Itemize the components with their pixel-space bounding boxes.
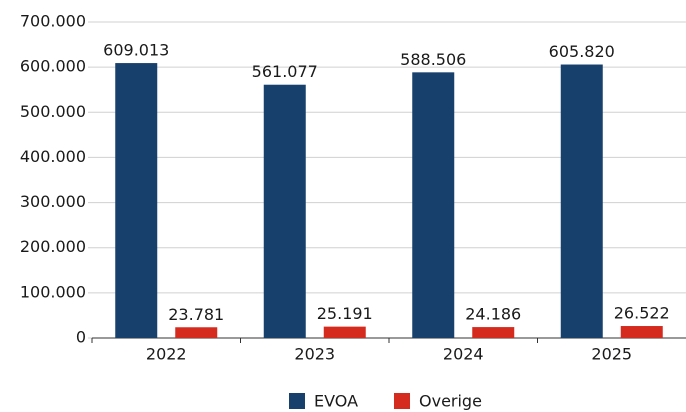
bar <box>323 326 366 338</box>
y-tick-label: 600.000 <box>20 57 86 76</box>
value-label: 561.077 <box>252 62 318 81</box>
legend-swatch <box>394 393 410 409</box>
legend-label: Overige <box>419 392 482 411</box>
bar <box>412 72 455 338</box>
bar <box>115 63 158 339</box>
legend-label: EVOA <box>314 392 358 411</box>
x-tick-label: 2022 <box>146 345 187 364</box>
y-tick-label: 500.000 <box>20 102 86 121</box>
y-tick-label: 400.000 <box>20 147 86 166</box>
y-tick-label: 0 <box>76 328 86 347</box>
bar <box>175 327 218 338</box>
value-label: 24.186 <box>465 305 521 324</box>
y-tick-label: 200.000 <box>20 237 86 256</box>
y-tick-label: 100.000 <box>20 282 86 301</box>
y-tick-label: 300.000 <box>20 192 86 211</box>
x-tick-label: 2024 <box>443 345 484 364</box>
x-tick-label: 2023 <box>294 345 335 364</box>
value-label: 23.781 <box>168 305 224 324</box>
value-label: 25.191 <box>317 304 373 323</box>
bar <box>620 326 663 338</box>
x-tick-label: 2025 <box>591 345 632 364</box>
legend-swatch <box>289 393 305 409</box>
value-label: 26.522 <box>614 304 670 323</box>
value-label: 609.013 <box>103 41 169 60</box>
bar <box>560 64 603 339</box>
bar <box>263 84 306 339</box>
bar <box>472 327 515 338</box>
value-label: 588.506 <box>400 50 466 69</box>
y-tick-label: 700.000 <box>20 12 86 31</box>
value-label: 605.820 <box>549 42 615 61</box>
